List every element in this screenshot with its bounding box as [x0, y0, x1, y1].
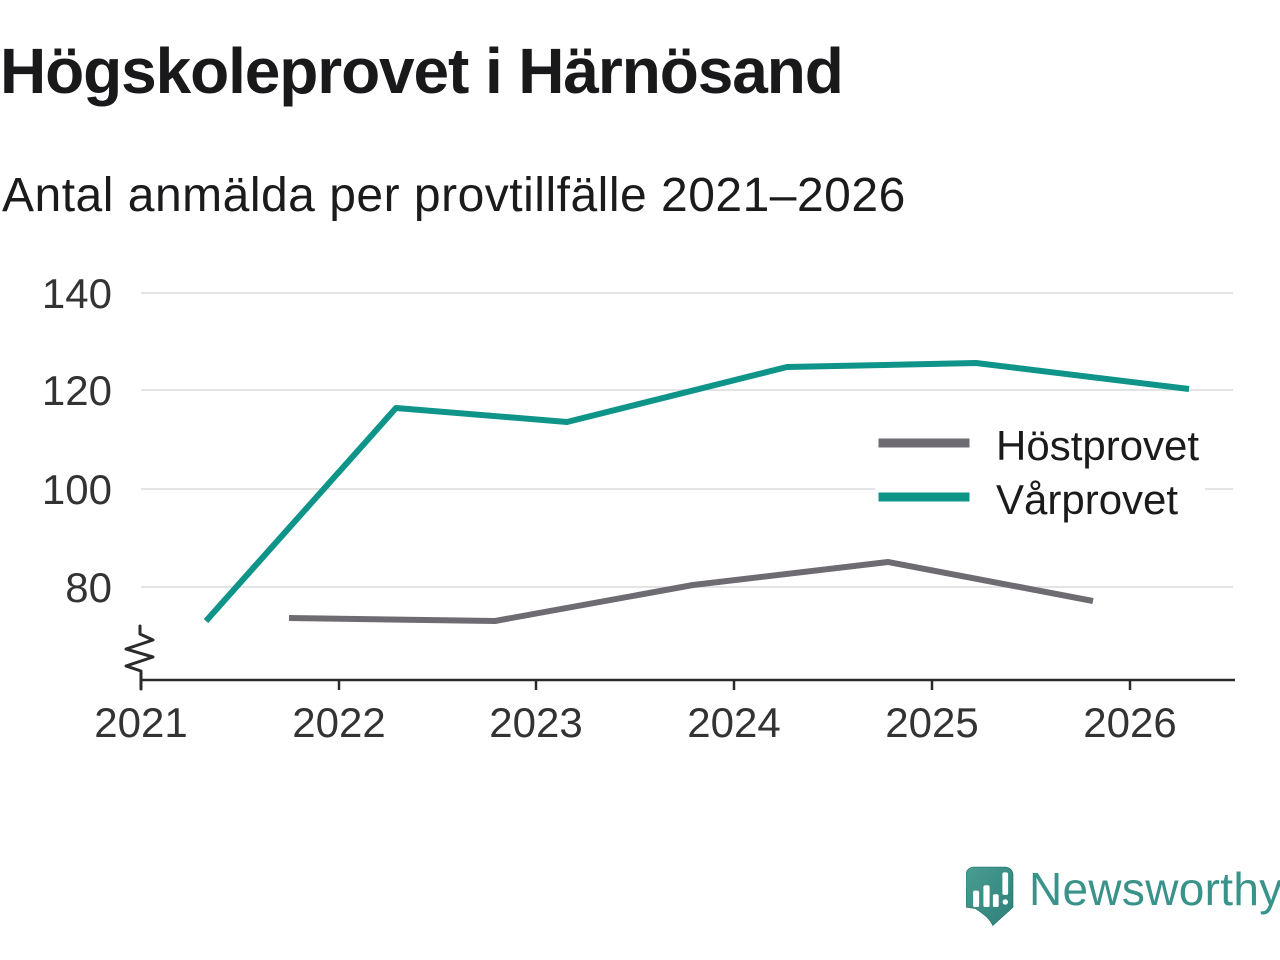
svg-text:Vårprovet: Vårprovet	[996, 476, 1178, 523]
svg-text:120: 120	[42, 367, 112, 414]
svg-text:2026: 2026	[1083, 699, 1176, 746]
svg-text:2024: 2024	[687, 699, 780, 746]
svg-text:2023: 2023	[489, 699, 582, 746]
svg-text:2021: 2021	[94, 699, 187, 746]
svg-text:80: 80	[65, 564, 112, 611]
svg-text:2025: 2025	[885, 699, 978, 746]
svg-text:Newsworthy: Newsworthy	[1029, 866, 1280, 915]
svg-text:140: 140	[42, 270, 112, 317]
svg-text:Höstprovet: Höstprovet	[996, 422, 1199, 469]
svg-text:100: 100	[42, 466, 112, 513]
svg-text:2022: 2022	[292, 699, 385, 746]
